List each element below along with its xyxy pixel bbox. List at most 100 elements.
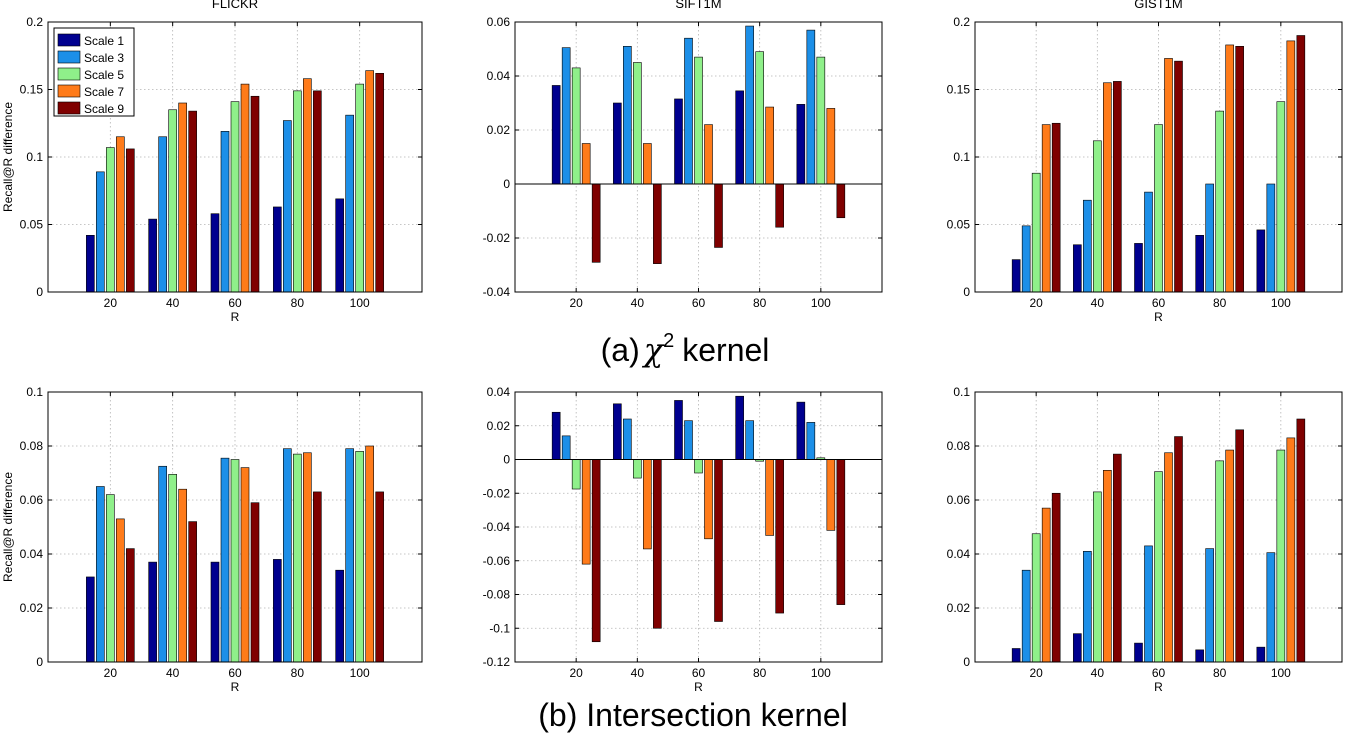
legend-label: Scale 9	[84, 102, 124, 116]
y-tick-label: 0	[36, 285, 43, 299]
bar	[591, 459, 601, 643]
bar	[694, 56, 703, 185]
legend-swatch	[57, 33, 81, 47]
x-tick-label: 80	[1213, 296, 1227, 310]
bar	[623, 45, 632, 185]
bar	[345, 114, 354, 293]
bar	[653, 459, 662, 629]
x-tick-label: 20	[104, 666, 118, 680]
y-tick-label: 0.04	[947, 547, 971, 561]
bar	[106, 147, 115, 293]
bar	[210, 561, 220, 663]
y-tick-label: 0.06	[20, 493, 44, 507]
y-tick-label: -0.06	[483, 554, 511, 568]
bar	[684, 420, 693, 460]
legend-label: Scale 3	[84, 51, 124, 65]
bar	[96, 171, 105, 293]
bar	[126, 148, 135, 293]
y-tick-label: 0.04	[487, 69, 511, 83]
bar	[240, 83, 250, 293]
chart-chi2-sift: -0.04 -0.02 0 0.02 0.04 0.06 20 40 60 80 100 SIFT1M	[483, 0, 883, 310]
x-axis-label: R	[1154, 310, 1163, 324]
bar	[1093, 140, 1102, 293]
x-tick-label: 40	[166, 296, 180, 310]
bar	[303, 78, 312, 293]
caption-a: (a) χ2 kernel	[601, 330, 770, 369]
bar	[674, 98, 683, 185]
bar	[250, 502, 260, 663]
y-tick-label: -0.02	[483, 231, 511, 245]
bar	[375, 73, 384, 293]
y-tick-label: -0.02	[483, 486, 511, 500]
plot-border	[47, 391, 423, 663]
x-tick-label: 20	[104, 296, 118, 310]
bar	[220, 457, 230, 663]
bar	[735, 395, 744, 460]
bar	[1011, 648, 1021, 663]
bar	[148, 218, 157, 293]
bar	[1103, 469, 1112, 663]
bar	[1276, 449, 1286, 663]
bar	[240, 467, 250, 663]
x-tick-label: 80	[1213, 666, 1227, 680]
bar	[283, 120, 292, 293]
bar	[571, 459, 581, 490]
y-tick-label: 0	[963, 285, 970, 299]
chart-int-flickr: 0 0.02 0.04 0.06 0.08 0.1 20 40 60 80 100 R Recall@R…	[1, 385, 423, 694]
y-tick-label: 0.06	[947, 493, 971, 507]
chart-title: GIST1M	[1134, 0, 1182, 11]
caption-b: (b) Intersection kernel	[538, 697, 847, 733]
bar	[1276, 101, 1286, 293]
bar	[158, 136, 167, 293]
x-tick-label: 40	[1091, 296, 1105, 310]
bar	[1205, 548, 1214, 663]
x-tick-label: 40	[631, 666, 645, 680]
bar	[1103, 82, 1112, 293]
bar	[210, 213, 220, 293]
bar	[1266, 552, 1276, 663]
bar	[178, 488, 187, 663]
x-tick-label: 100	[350, 296, 370, 310]
y-tick-label: -0.08	[483, 588, 511, 602]
chart-chi2-flickr: 0 0.05 0.1 0.15 0.2 20 40 60 80 100 FLICKR R Recall@…	[1, 0, 423, 324]
bar	[796, 401, 806, 460]
bar	[1134, 243, 1143, 293]
y-tick-label: 0.1	[953, 150, 970, 164]
bar	[806, 29, 816, 185]
x-tick-label: 80	[753, 666, 767, 680]
y-tick-label: 0.08	[947, 439, 971, 453]
bar	[1215, 110, 1224, 293]
x-tick-label: 40	[166, 666, 180, 680]
bar	[283, 448, 292, 663]
bar	[1113, 81, 1122, 293]
bar	[613, 403, 622, 460]
x-tick-label: 20	[569, 296, 583, 310]
bar	[1021, 225, 1031, 293]
bar	[745, 25, 754, 185]
plot-border	[514, 391, 883, 663]
chart-int-sift: -0.12 -0.1 -0.08 -0.06 -0.04 -0.02 0 0.02 0.04 20…	[483, 385, 883, 694]
bar	[335, 198, 344, 293]
bar	[293, 453, 302, 663]
bar	[775, 183, 784, 228]
x-tick-label: 80	[291, 296, 305, 310]
bar	[158, 465, 167, 663]
bar	[1113, 453, 1122, 663]
x-tick-label: 80	[753, 296, 767, 310]
bar	[1041, 124, 1051, 293]
y-tick-label: 0.02	[487, 419, 511, 433]
bar	[335, 569, 344, 663]
y-tick-label: -0.04	[483, 520, 511, 534]
bar	[148, 561, 157, 663]
bar	[765, 106, 774, 185]
bar	[1296, 418, 1306, 663]
x-tick-label: 100	[350, 666, 370, 680]
bar	[230, 459, 240, 663]
y-tick-label: 0.2	[953, 15, 970, 29]
bar	[581, 459, 591, 565]
bar	[561, 435, 571, 460]
x-axis-label: R	[694, 680, 703, 694]
x-tick-label: 60	[692, 666, 706, 680]
bar	[623, 418, 632, 460]
bar	[1083, 550, 1092, 663]
